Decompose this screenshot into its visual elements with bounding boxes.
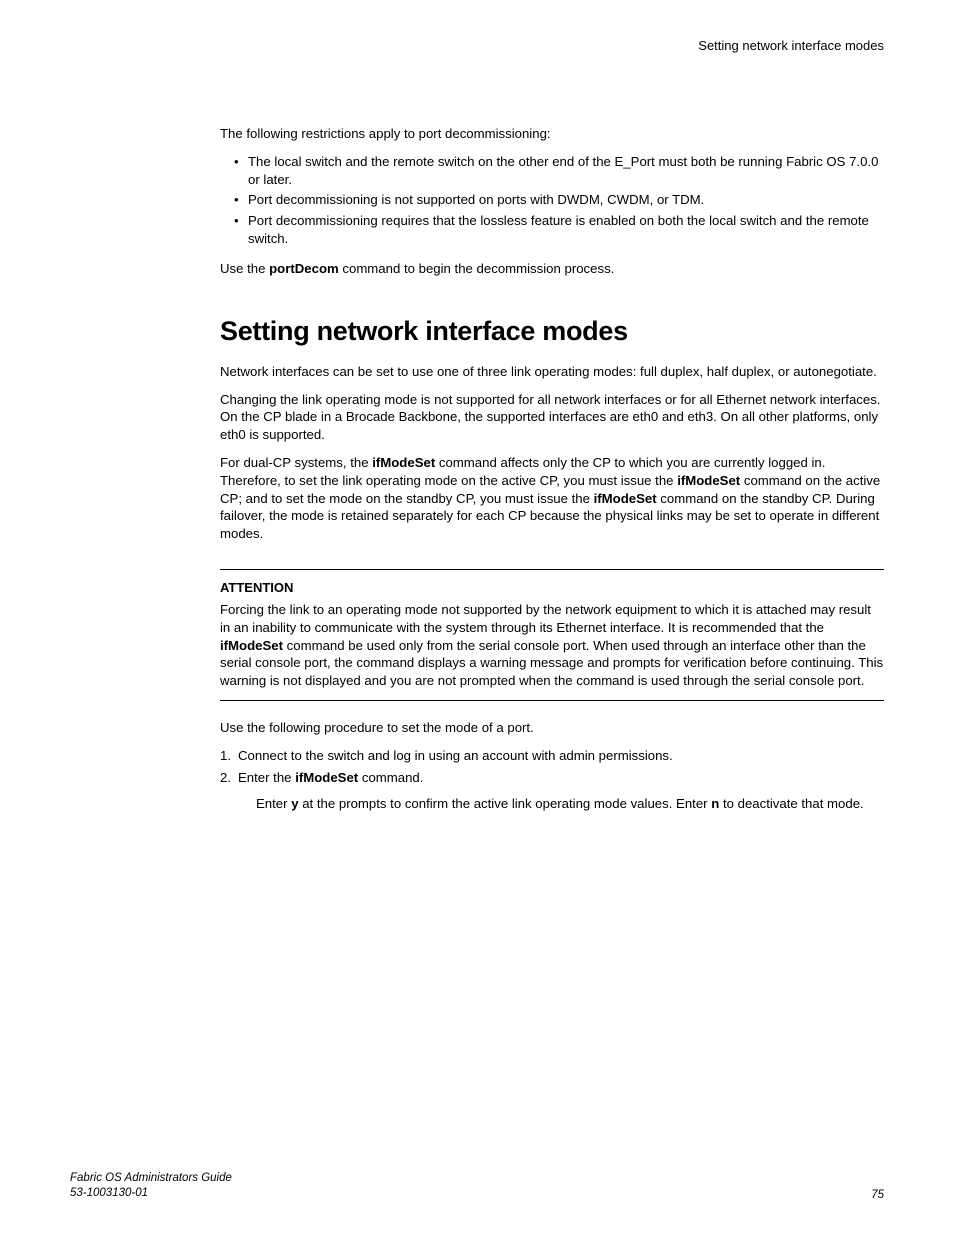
list-item: Port decommissioning is not supported on… [220,191,884,209]
intro-paragraph: The following restrictions apply to port… [220,125,884,143]
text-run: command to begin the decommission proces… [339,261,615,276]
step-item: Enter the ifModeSet command. Enter y at … [220,769,884,813]
footer-page-number: 75 [871,1189,884,1201]
restrictions-list: The local switch and the remote switch o… [220,153,884,248]
procedure-intro: Use the following procedure to set the m… [220,719,884,737]
text-run: For dual-CP systems, the [220,455,372,470]
footer-doc-title: Fabric OS Administrators Guide [70,1171,232,1186]
attention-title: ATTENTION [220,580,884,595]
text-run: to deactivate that mode. [719,796,863,811]
footer-doc-number: 53-1003130-01 [70,1186,232,1201]
footer-left: Fabric OS Administrators Guide 53-100313… [70,1171,232,1201]
list-item: The local switch and the remote switch o… [220,153,884,189]
text-run: command. [358,770,423,785]
list-item: Port decommissioning requires that the l… [220,212,884,248]
section-heading: Setting network interface modes [220,316,884,347]
procedure-steps: Connect to the switch and log in using a… [220,747,884,812]
command-name: ifModeSet [295,770,358,785]
content-body: The following restrictions apply to port… [220,125,884,812]
text-run: at the prompts to confirm the active lin… [299,796,712,811]
command-name: ifModeSet [220,638,283,653]
body-paragraph: Network interfaces can be set to use one… [220,363,884,381]
text-run: Use the [220,261,269,276]
command-name: ifModeSet [677,473,740,488]
key-name: y [291,796,298,811]
text-run: Enter the [238,770,295,785]
body-paragraph: For dual-CP systems, the ifModeSet comma… [220,454,884,543]
text-run: Forcing the link to an operating mode no… [220,602,871,635]
body-paragraph: Changing the link operating mode is not … [220,391,884,444]
step-sub: Enter y at the prompts to confirm the ac… [256,795,884,813]
command-name: ifModeSet [372,455,435,470]
attention-block: ATTENTION Forcing the link to an operati… [220,569,884,701]
command-name: ifModeSet [594,491,657,506]
command-name: portDecom [269,261,339,276]
running-head: Setting network interface modes [70,38,884,53]
text-run: command be used only from the serial con… [220,638,883,689]
text-run: Enter [256,796,291,811]
use-command-paragraph: Use the portDecom command to begin the d… [220,260,884,278]
step-item: Connect to the switch and log in using a… [220,747,884,765]
page-footer: Fabric OS Administrators Guide 53-100313… [70,1171,884,1201]
attention-body: Forcing the link to an operating mode no… [220,601,884,690]
page: Setting network interface modes The foll… [0,0,954,1235]
